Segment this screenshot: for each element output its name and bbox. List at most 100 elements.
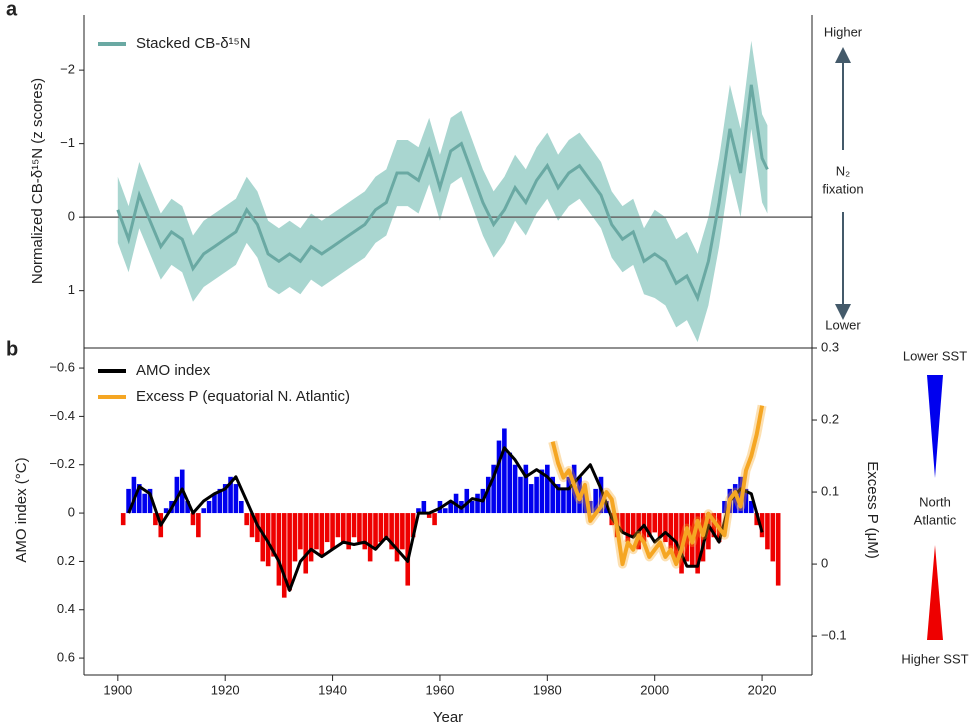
bar — [147, 488, 153, 514]
tick-label: 1940 — [318, 682, 347, 697]
bar — [426, 513, 432, 518]
bar — [131, 476, 137, 514]
annotation: Higher SST — [901, 651, 968, 666]
annotation: North — [919, 494, 951, 509]
bar — [319, 513, 325, 557]
bar — [695, 513, 700, 574]
bar — [244, 513, 249, 526]
bar — [373, 513, 378, 550]
bar — [432, 513, 437, 526]
tick-label: 0.4 — [57, 601, 75, 616]
legend-label: AMO index — [136, 362, 211, 379]
bar — [582, 488, 588, 514]
bar — [206, 500, 212, 514]
bar — [749, 500, 754, 514]
bar — [765, 513, 770, 550]
bar — [217, 488, 223, 514]
bar — [545, 464, 550, 514]
bar — [770, 513, 776, 562]
tick-label: 0 — [68, 505, 75, 520]
bar — [126, 488, 131, 514]
bar — [346, 513, 351, 550]
bar — [743, 488, 749, 514]
bar — [587, 500, 593, 514]
bar — [539, 469, 545, 514]
bar — [271, 513, 276, 557]
bar — [383, 513, 389, 538]
bar — [625, 513, 631, 543]
annotation: Atlantic — [914, 512, 957, 527]
bar — [196, 513, 201, 538]
bar — [378, 513, 384, 543]
bar — [630, 513, 636, 538]
bar — [706, 513, 711, 550]
bar — [276, 513, 282, 586]
bar — [303, 513, 309, 574]
bar — [142, 493, 147, 514]
bar — [496, 440, 502, 514]
bar — [593, 488, 598, 514]
bar — [212, 493, 217, 514]
tick-label: 0 — [821, 556, 828, 571]
bar — [448, 500, 453, 514]
bar — [163, 508, 169, 514]
tick-label: 0 — [68, 209, 75, 224]
bar — [620, 513, 625, 533]
bar — [464, 488, 470, 514]
uncertainty-band — [117, 40, 768, 343]
bar — [673, 513, 679, 562]
tick-label: 0.6 — [57, 650, 75, 665]
bar — [324, 513, 330, 543]
data-line — [116, 84, 769, 303]
tick-label: −0.6 — [49, 359, 75, 374]
tick-label: 1920 — [211, 682, 240, 697]
tick-label: 2000 — [640, 682, 669, 697]
bar — [260, 513, 266, 562]
annotation: fixation — [822, 181, 863, 196]
bar — [362, 513, 368, 550]
tick-label: 1980 — [533, 682, 562, 697]
bar — [308, 513, 314, 562]
legend-label: Excess P (equatorial N. Atlantic) — [136, 388, 350, 405]
bar — [523, 464, 529, 514]
tick-label: −2 — [60, 62, 75, 77]
bar — [722, 500, 727, 514]
tick-label: 1 — [68, 282, 75, 297]
bar — [502, 428, 507, 514]
data-line — [127, 446, 764, 592]
bar — [485, 476, 491, 514]
legend-label: Stacked CB-δ¹⁵N — [136, 35, 251, 52]
bar — [335, 513, 341, 538]
bar — [389, 513, 394, 550]
bar — [711, 513, 717, 538]
warm-wedge — [927, 545, 943, 640]
bar — [754, 513, 760, 526]
bar — [550, 476, 555, 514]
layout — [835, 47, 943, 640]
bar — [228, 476, 233, 514]
bar — [201, 508, 207, 514]
bar — [598, 476, 604, 514]
bar — [663, 513, 668, 543]
tick-label: −0.1 — [821, 628, 847, 643]
tick-label: 1960 — [425, 682, 454, 697]
bar — [657, 513, 663, 538]
bar — [555, 484, 561, 514]
annotation: N₂ — [836, 163, 850, 178]
bar — [759, 513, 765, 538]
bar — [475, 493, 480, 514]
y2-axis-label: Excess P (μM) — [864, 461, 881, 559]
bar — [233, 484, 239, 514]
bar — [153, 513, 158, 526]
bar — [185, 500, 190, 514]
panel-label: b — [6, 338, 18, 360]
bar — [136, 484, 142, 514]
y-axis-label: AMO index (°C) — [13, 457, 30, 562]
annotation: Lower SST — [903, 348, 967, 363]
bar — [512, 464, 518, 514]
bar — [281, 513, 287, 598]
tick-label: 0.2 — [57, 553, 75, 568]
bar — [405, 513, 411, 586]
bar — [351, 513, 357, 538]
bar — [120, 513, 126, 526]
